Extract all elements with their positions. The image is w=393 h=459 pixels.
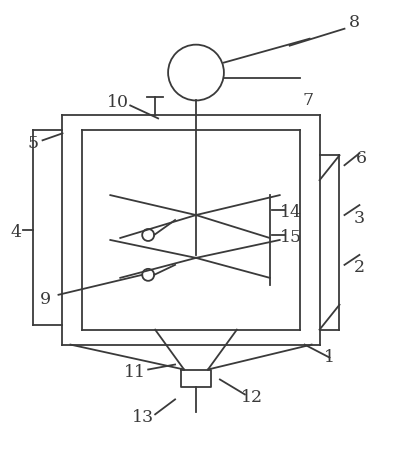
Text: 3: 3 [354,210,365,227]
Text: 1: 1 [324,349,335,366]
Text: 2: 2 [354,259,365,276]
Text: 7: 7 [302,92,313,109]
Text: 5: 5 [27,135,38,152]
Text: 8: 8 [349,14,360,31]
Text: 14: 14 [280,203,302,221]
Text: 4: 4 [10,224,21,241]
Text: 6: 6 [356,150,367,167]
Text: 9: 9 [40,291,51,308]
Text: 10: 10 [107,94,129,111]
Text: 12: 12 [241,389,263,406]
Text: 15: 15 [279,230,302,246]
Text: 11: 11 [124,364,146,381]
Text: 13: 13 [132,409,154,426]
